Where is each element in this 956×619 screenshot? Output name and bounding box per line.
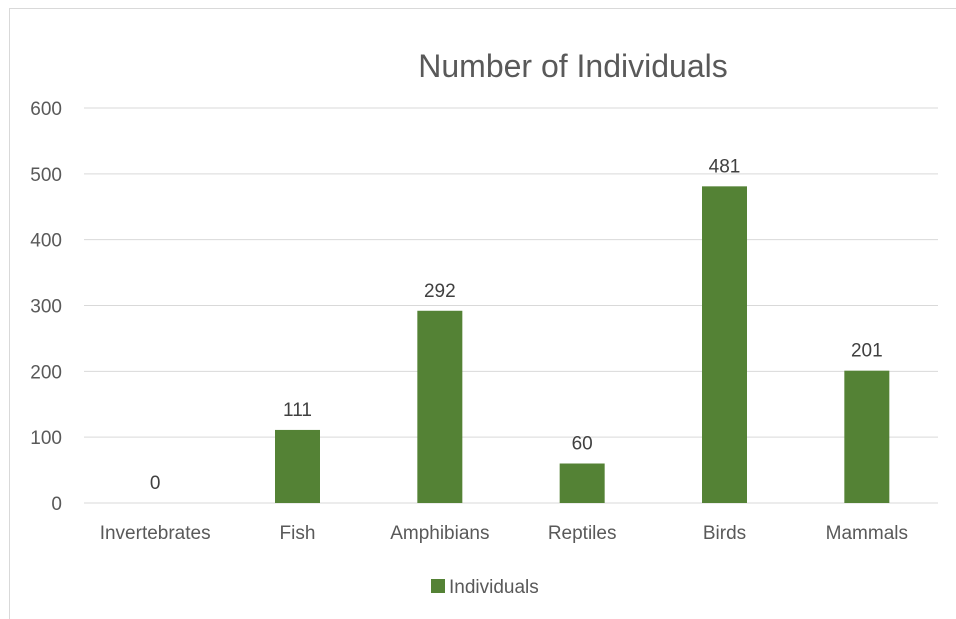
category-label-invertebrates: Invertebrates xyxy=(100,523,211,544)
category-label-mammals: Mammals xyxy=(826,523,908,544)
data-label-invertebrates: 0 xyxy=(150,473,161,494)
bar-amphibians xyxy=(417,310,463,503)
y-tick-label: 200 xyxy=(30,362,62,383)
data-label-reptiles: 60 xyxy=(572,434,593,455)
category-label-fish: Fish xyxy=(280,523,316,544)
legend-label-individuals: Individuals xyxy=(449,577,539,598)
data-label-amphibians: 292 xyxy=(424,281,456,302)
data-labels: 0 111 292 60 481 201 xyxy=(150,156,883,494)
category-label-birds: Birds xyxy=(703,523,746,544)
y-tick-label: 0 xyxy=(51,494,62,515)
category-label-reptiles: Reptiles xyxy=(548,523,617,544)
chart-title: Number of Individuals xyxy=(418,48,727,84)
y-tick-label: 600 xyxy=(30,99,62,120)
data-label-birds: 481 xyxy=(709,156,741,177)
data-label-mammals: 201 xyxy=(851,341,883,362)
gridlines xyxy=(84,107,938,504)
category-label-amphibians: Amphibians xyxy=(390,523,489,544)
legend-swatch-individuals xyxy=(431,579,445,593)
data-label-fish: 111 xyxy=(283,400,312,421)
bars xyxy=(275,186,890,503)
y-tick-label: 100 xyxy=(30,428,62,449)
y-tick-label: 500 xyxy=(30,165,62,186)
x-axis-categories: Invertebrates Fish Amphibians Reptiles Birds… xyxy=(100,523,908,544)
y-tick-label: 400 xyxy=(30,231,62,252)
legend: Individuals xyxy=(431,577,539,598)
bar-mammals xyxy=(844,370,890,503)
chart-frame xyxy=(9,8,956,619)
y-tick-label: 300 xyxy=(30,297,62,318)
y-axis-ticks: 0 100 200 300 400 500 600 xyxy=(30,99,62,515)
bar-reptiles xyxy=(559,463,605,503)
bar-birds xyxy=(702,186,747,503)
bar-fish xyxy=(275,429,320,503)
